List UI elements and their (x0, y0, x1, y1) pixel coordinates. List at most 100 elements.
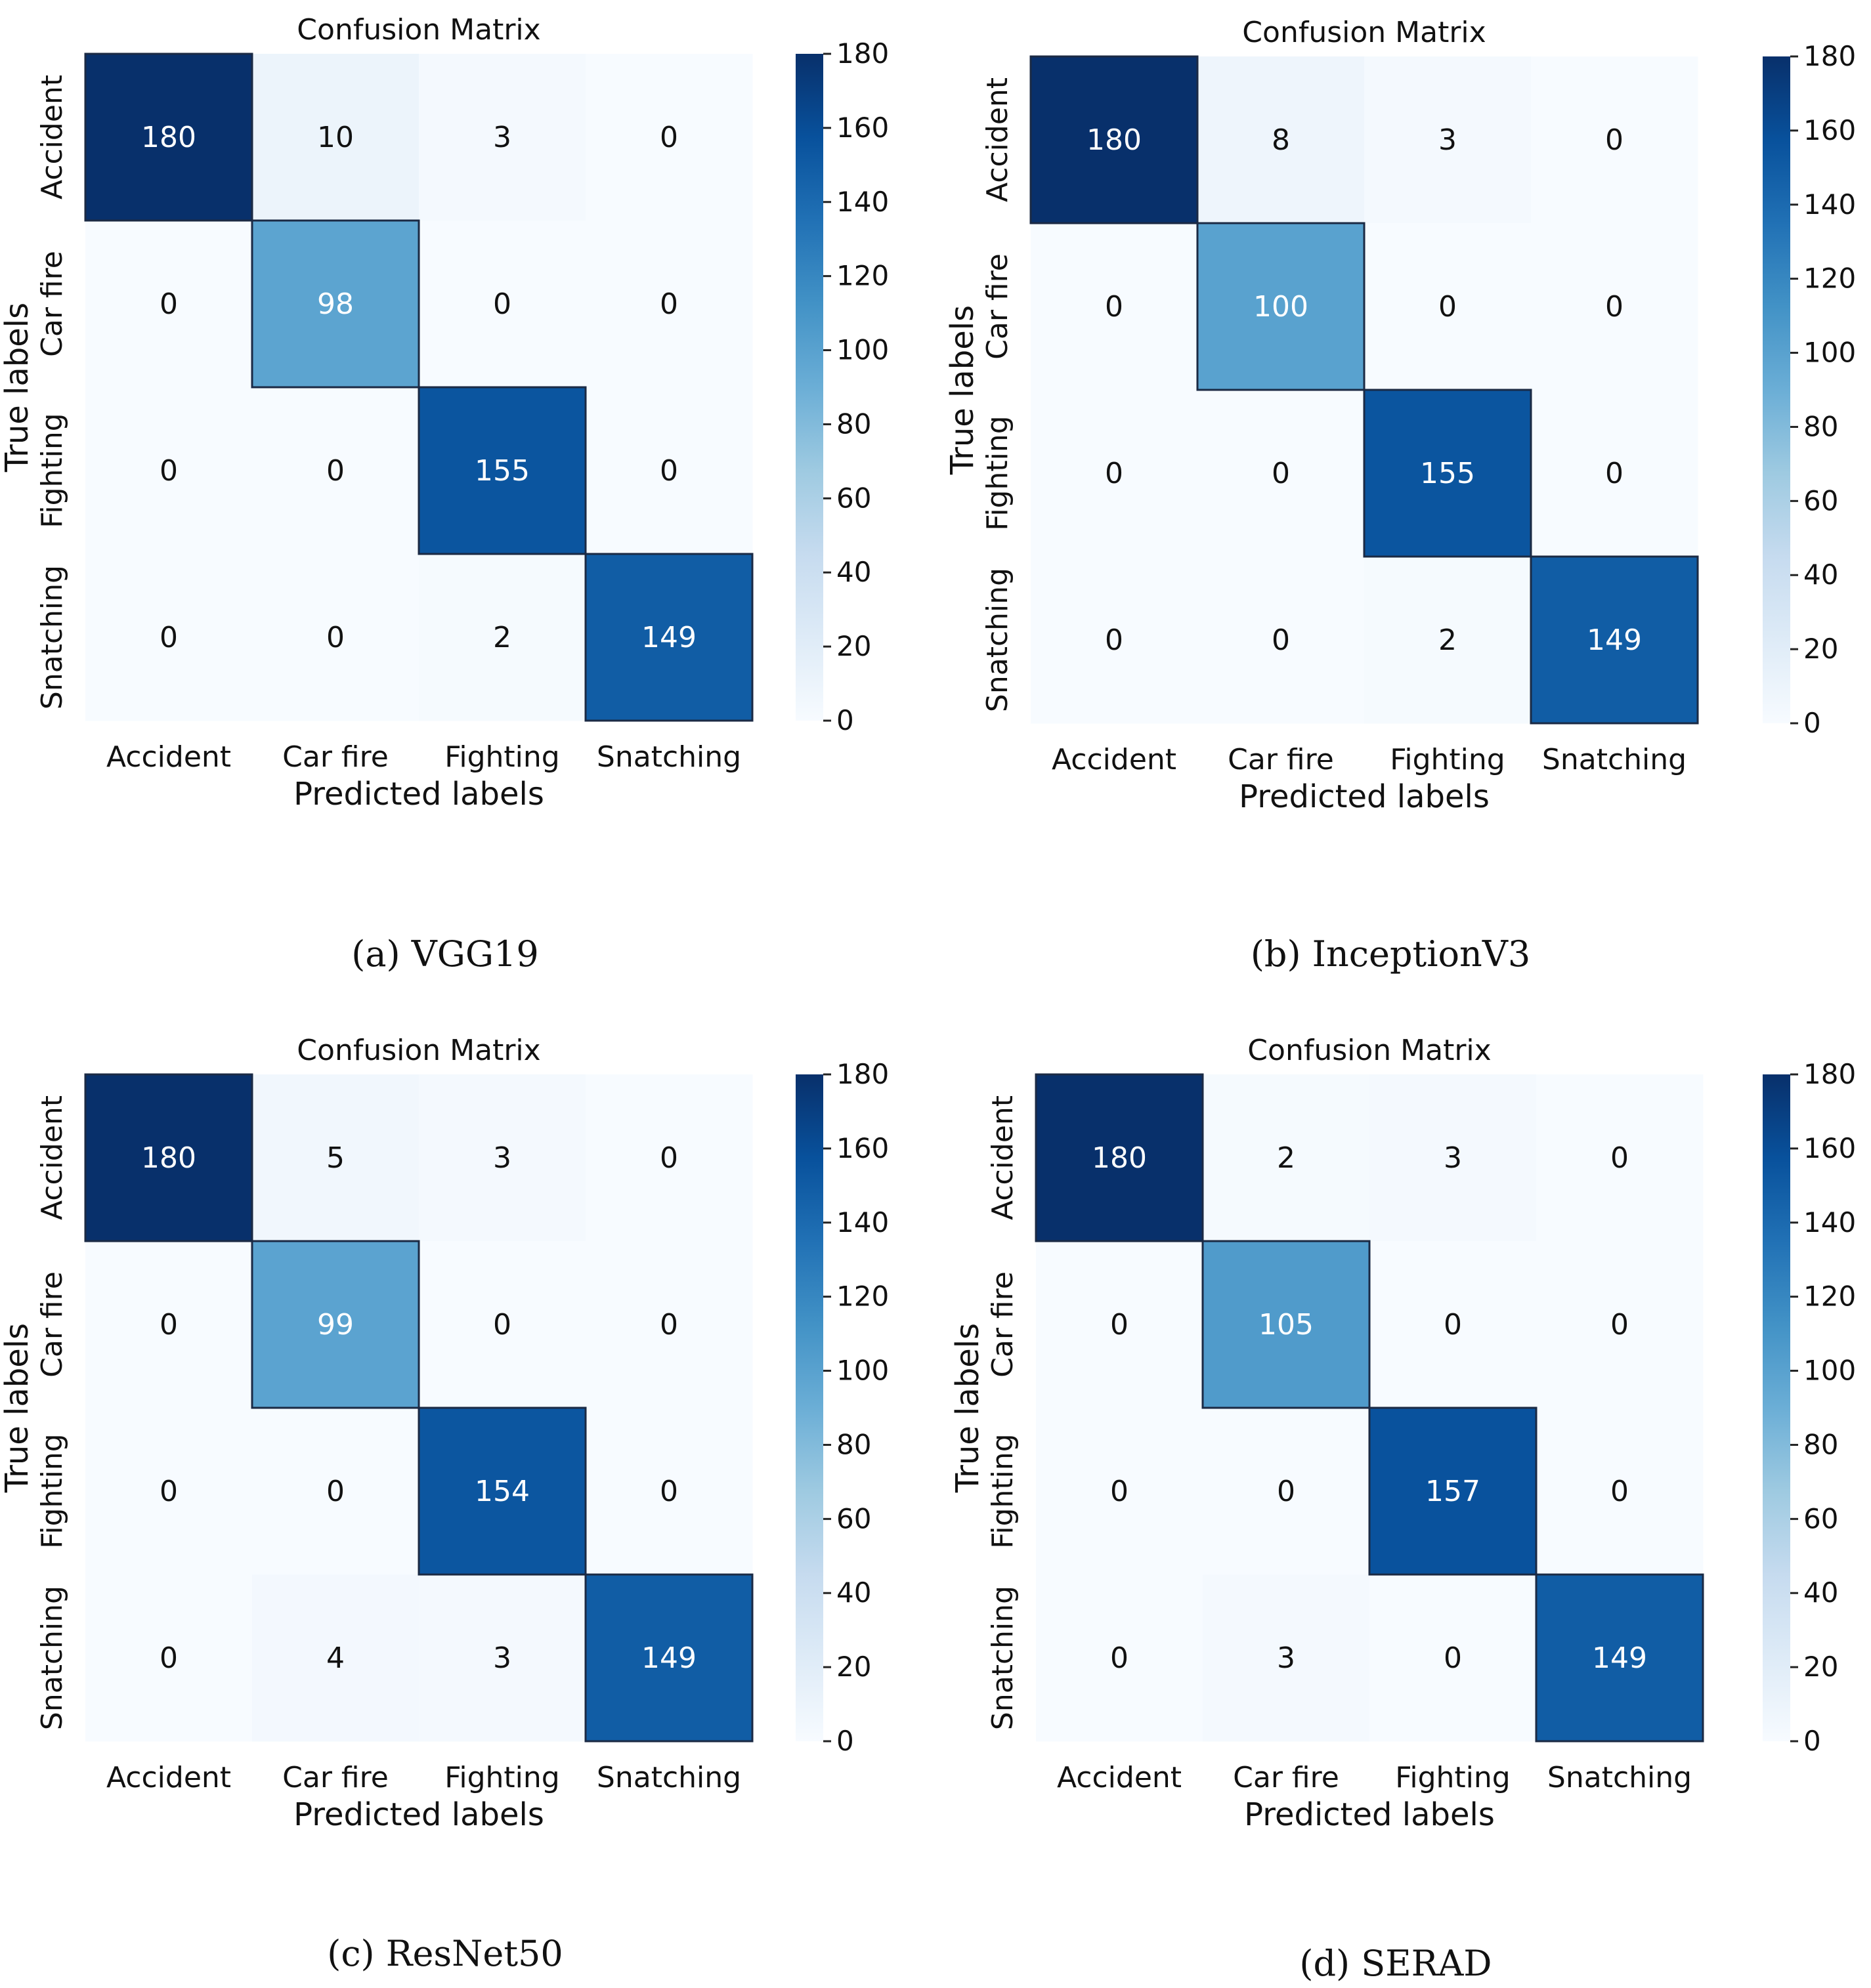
y-axis-title: True labels (949, 1323, 986, 1493)
cell-value-label: 99 (317, 1308, 354, 1342)
x-tick-label: Fighting (1390, 743, 1505, 776)
heatmap-cell (419, 54, 586, 221)
cell-value-label: 3 (493, 1141, 511, 1175)
colorbar-tick-label: 160 (836, 1132, 889, 1164)
cell-value-label: 180 (1086, 123, 1142, 157)
heatmap-cell (252, 1408, 419, 1575)
heatmap-cell (1531, 56, 1698, 224)
heatmap-cell (252, 554, 419, 721)
heatmap-cell (586, 1408, 753, 1575)
colorbar-tick-label: 60 (836, 1502, 871, 1534)
heatmap-cell (1364, 56, 1532, 224)
cell-value-label: 0 (1110, 1308, 1129, 1342)
x-axis-title: Predicted labels (1244, 1796, 1495, 1833)
cell-value-label: 0 (660, 121, 678, 154)
heatmap-cell (85, 554, 253, 721)
colorbar-tick-label: 0 (1803, 1725, 1821, 1757)
cell-value-label: 0 (660, 454, 678, 488)
heatmap-cell (419, 1575, 586, 1742)
colorbar (1763, 1074, 1790, 1741)
heatmap-cell (586, 1575, 753, 1742)
x-axis-title: Predicted labels (293, 776, 544, 813)
x-tick-label: Accident (1052, 743, 1176, 776)
y-axis-title: True labels (0, 1323, 35, 1493)
cell-outline (1196, 222, 1366, 391)
cell-value-label: 0 (160, 1308, 178, 1342)
cell-value-label: 157 (1425, 1475, 1480, 1508)
cell-value-label: 0 (1605, 290, 1624, 324)
cell-value-label: 3 (1438, 123, 1457, 157)
colorbar-tick-label: 80 (836, 1428, 871, 1460)
cell-outline (1530, 555, 1699, 725)
heatmap-cell (252, 1575, 419, 1742)
cell-outline (1363, 389, 1532, 558)
colorbar-tick-label: 0 (1803, 707, 1821, 739)
colorbar-tick-label: 40 (836, 556, 871, 588)
colorbar-tick-label: 20 (1803, 633, 1838, 665)
heatmap-cell (252, 387, 419, 555)
colorbar (796, 1074, 823, 1741)
cell-value-label: 0 (1277, 1475, 1295, 1508)
cell-value-label: 0 (1605, 123, 1624, 157)
colorbar-tick-label: 0 (836, 1725, 854, 1757)
cell-value-label: 180 (1092, 1141, 1147, 1175)
heatmap-cell (1036, 1408, 1203, 1575)
x-tick-label: Fighting (1395, 1761, 1510, 1794)
cell-value-label: 0 (1444, 1308, 1462, 1342)
y-tick-label: Accident (35, 75, 69, 200)
x-tick-label: Accident (106, 740, 231, 774)
colorbar-tick-label: 180 (836, 1058, 889, 1090)
heatmap-cell (1031, 390, 1198, 557)
colorbar-tick-label: 120 (836, 260, 889, 292)
colorbar-tick-label: 20 (836, 630, 871, 662)
cell-value-label: 0 (160, 1641, 178, 1675)
x-tick-label: Snatching (597, 740, 741, 774)
cell-value-label: 0 (1438, 290, 1457, 324)
heatmap-cell (586, 54, 753, 221)
cell-value-label: 149 (641, 621, 697, 654)
heatmap-cell (1197, 557, 1365, 724)
x-tick-label: Accident (106, 1761, 231, 1794)
chart-title: Confusion Matrix (1242, 16, 1486, 49)
cell-value-label: 149 (1592, 1641, 1647, 1675)
colorbar-tick-label: 80 (836, 408, 871, 440)
heatmap-cell (1531, 557, 1698, 724)
heatmap-cell (1197, 390, 1365, 557)
colorbar-tick-label: 40 (1803, 559, 1838, 591)
x-tick-label: Car fire (1228, 743, 1334, 776)
x-tick-label: Snatching (597, 1761, 741, 1794)
heatmap-cell (419, 1074, 586, 1242)
cell-value-label: 0 (1272, 624, 1290, 657)
heatmap-cell (1369, 1408, 1537, 1575)
heatmap-cell (586, 387, 753, 555)
cell-value-label: 98 (317, 287, 354, 321)
colorbar-tick-label: 100 (836, 1355, 889, 1387)
heatmap-cell (85, 387, 253, 555)
x-axis-title: Predicted labels (293, 1796, 544, 1833)
cell-value-label: 5 (326, 1141, 345, 1175)
heatmap-cell (1364, 557, 1532, 724)
chart-title: Confusion Matrix (297, 1034, 540, 1067)
colorbar-tick-label: 100 (1803, 337, 1856, 369)
cell-value-label: 155 (475, 454, 530, 488)
x-tick-label: Car fire (282, 1761, 389, 1794)
cell-value-label: 0 (660, 1475, 678, 1508)
cell-value-label: 8 (1272, 123, 1290, 157)
heatmap-cell (85, 54, 253, 221)
cell-value-label: 105 (1258, 1308, 1314, 1342)
colorbar-tick-label: 0 (836, 704, 854, 736)
panel-caption: (d) SERAD (1299, 1943, 1492, 1984)
x-axis-title: Predicted labels (1239, 778, 1490, 815)
cell-value-label: 100 (1253, 290, 1308, 324)
cell-value-label: 149 (1587, 624, 1642, 657)
cell-value-label: 155 (1420, 457, 1475, 490)
y-tick-label: Accident (35, 1095, 69, 1220)
heatmap-cell (85, 1408, 253, 1575)
heatmap-cell (1531, 390, 1698, 557)
heatmap-cell (1203, 1241, 1370, 1408)
heatmap-cell (1203, 1074, 1370, 1242)
heatmap-cell (1197, 223, 1365, 391)
cell-outline (418, 1406, 587, 1576)
cell-value-label: 0 (326, 1475, 345, 1508)
cell-value-label: 3 (493, 121, 511, 154)
